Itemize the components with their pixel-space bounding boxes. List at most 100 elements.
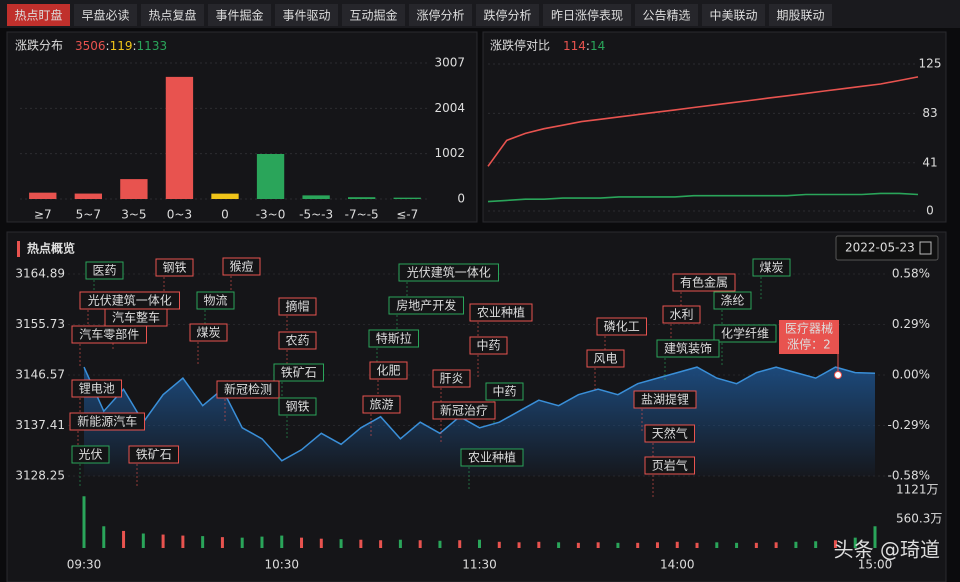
tag-label[interactable]: 特斯拉 — [376, 331, 412, 346]
highlight-box[interactable] — [779, 320, 839, 354]
tag-label[interactable]: 化学纤维 — [721, 326, 769, 341]
tab[interactable] — [409, 4, 472, 26]
tag-label[interactable]: 新能源汽车 — [77, 414, 137, 429]
tag[interactable] — [155, 258, 194, 277]
tag-label[interactable]: 铁矿石 — [136, 448, 172, 462]
tag-label[interactable]: 旅游 — [369, 398, 393, 412]
tag-label[interactable]: 中药 — [476, 338, 500, 353]
tag[interactable] — [85, 261, 124, 280]
tab-label[interactable]: 热点复盘 — [148, 8, 196, 23]
tag-label[interactable]: 建筑装饰 — [664, 341, 712, 356]
tag-label[interactable]: 农药 — [285, 334, 309, 348]
tab-label[interactable]: 热点盯盘 — [14, 8, 62, 23]
tag[interactable] — [398, 263, 499, 282]
tag[interactable] — [369, 361, 408, 380]
tab[interactable] — [543, 4, 631, 26]
tag-label[interactable]: 涤纶 — [720, 294, 744, 308]
tag-label[interactable]: 煤炭 — [759, 261, 783, 275]
tab-label[interactable]: 互动掘金 — [349, 8, 397, 23]
tag-label[interactable]: 农业种植 — [468, 450, 516, 465]
tag[interactable] — [71, 379, 122, 398]
tag[interactable] — [469, 336, 508, 355]
tab[interactable] — [342, 4, 405, 26]
tab[interactable] — [702, 4, 765, 26]
tag[interactable] — [432, 369, 471, 388]
tag[interactable] — [644, 456, 695, 475]
tag-label[interactable]: 光伏 — [78, 448, 102, 462]
tag-label[interactable]: 水利 — [669, 308, 693, 322]
tag[interactable] — [662, 305, 701, 324]
tab-label[interactable]: 事件掘金 — [215, 8, 263, 23]
tab-label[interactable]: 期股联动 — [776, 9, 824, 23]
tag-label[interactable]: 物流 — [203, 294, 227, 308]
tag-label[interactable]: 光伏建筑一体化 — [407, 265, 491, 280]
tag-label[interactable]: 摘帽 — [285, 299, 309, 314]
tab-label[interactable]: 公告精选 — [642, 9, 690, 23]
tag-label[interactable]: 光伏建筑一体化 — [88, 293, 172, 308]
tag[interactable] — [222, 257, 261, 276]
tag-label[interactable]: 新冠治疗 — [440, 403, 488, 418]
tag[interactable] — [71, 445, 110, 464]
tab[interactable] — [635, 4, 698, 26]
tab-label[interactable]: 事件驱动 — [282, 9, 330, 23]
tag-label[interactable]: 新冠检测 — [224, 382, 272, 397]
tag-label[interactable]: 房地产开发 — [396, 298, 456, 313]
tab[interactable] — [208, 4, 271, 26]
calendar-icon[interactable] — [919, 241, 932, 255]
tag[interactable] — [432, 401, 496, 420]
tag[interactable] — [586, 349, 625, 368]
tag[interactable] — [633, 390, 697, 409]
tag[interactable] — [388, 296, 464, 315]
tag-label[interactable]: 肝炎 — [439, 372, 463, 386]
tag[interactable] — [71, 325, 147, 344]
tag-label[interactable]: 钢铁 — [162, 261, 186, 275]
tag-label[interactable]: 铁矿石 — [281, 366, 317, 380]
tab-label[interactable]: 早盘必读 — [81, 8, 129, 23]
tag-label[interactable]: 农业种植 — [477, 305, 525, 320]
tab[interactable] — [74, 4, 137, 26]
tag[interactable] — [189, 323, 228, 342]
tab[interactable] — [476, 4, 539, 26]
tab[interactable] — [141, 4, 204, 26]
tag-label[interactable]: 磷化工 — [604, 319, 640, 334]
tag-label[interactable]: 风电 — [593, 352, 617, 366]
tag[interactable] — [273, 363, 324, 382]
tag[interactable] — [469, 303, 533, 322]
tab[interactable] — [7, 4, 70, 26]
tag[interactable] — [196, 291, 235, 310]
tag-label[interactable]: 汽车零部件 — [79, 327, 139, 342]
tag-label[interactable]: 钢铁 — [285, 400, 309, 414]
tag-label[interactable]: 页岩气 — [652, 458, 688, 473]
tab-label[interactable]: 跌停分析 — [483, 8, 531, 23]
tag-label[interactable]: 医药 — [92, 264, 116, 278]
highlight-label[interactable]: 医疗器械 — [785, 321, 833, 336]
tag[interactable] — [596, 317, 647, 336]
tab-label[interactable]: 昨日涨停表现 — [551, 8, 623, 23]
tag[interactable] — [69, 412, 145, 431]
tag[interactable] — [713, 324, 777, 343]
tag-label[interactable]: 中药 — [492, 384, 516, 399]
tag-label[interactable]: 化肥 — [376, 364, 400, 378]
highlight-sub[interactable]: 涨停：2 — [787, 337, 831, 352]
tag[interactable] — [460, 448, 524, 467]
tag-label[interactable]: 汽车整车 — [112, 310, 160, 325]
tag[interactable] — [278, 331, 317, 350]
tag[interactable] — [216, 380, 280, 399]
date[interactable]: 2022-05-23 — [845, 241, 915, 255]
tag[interactable] — [278, 397, 317, 416]
tag[interactable] — [362, 395, 401, 414]
tab[interactable] — [275, 4, 338, 26]
tab-label[interactable]: 涨停分析 — [416, 8, 464, 23]
tag[interactable] — [485, 382, 524, 401]
tag-label[interactable]: 有色金属 — [680, 275, 728, 290]
tag[interactable] — [713, 291, 752, 310]
tag-label[interactable]: 煤炭 — [196, 326, 220, 340]
tag[interactable] — [368, 329, 419, 348]
tag[interactable] — [672, 273, 736, 292]
tag[interactable] — [644, 424, 695, 443]
tag-label[interactable]: 盐湖提锂 — [641, 392, 689, 407]
tab[interactable] — [769, 4, 832, 26]
tag-label[interactable]: 天然气 — [652, 426, 688, 441]
tag[interactable] — [656, 339, 720, 358]
date-picker[interactable] — [835, 235, 939, 261]
